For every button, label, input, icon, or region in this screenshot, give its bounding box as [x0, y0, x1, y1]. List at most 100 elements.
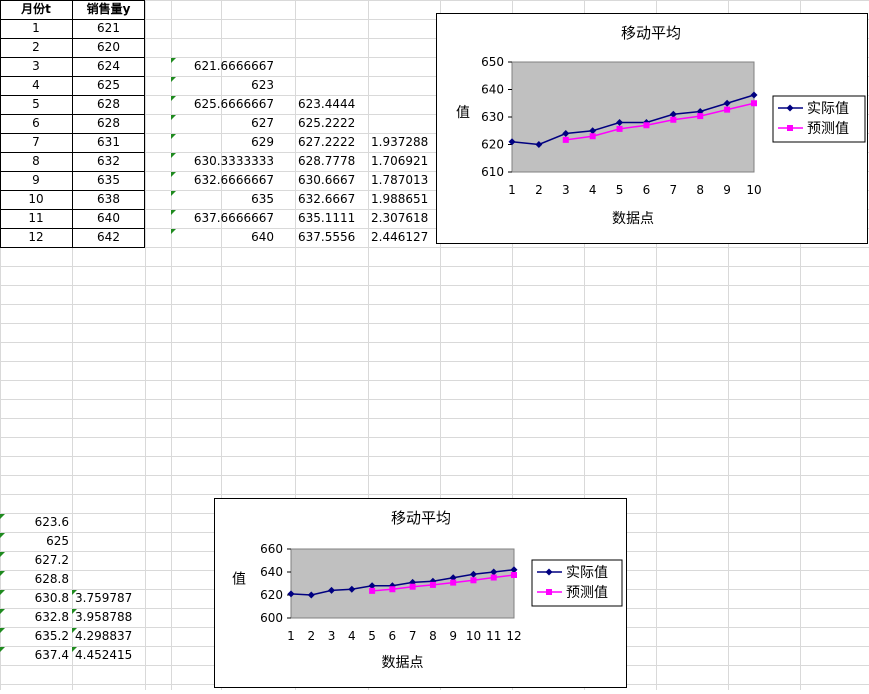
- plot-area: [511, 61, 755, 173]
- cell-moving-avg-5[interactable]: 625: [46, 534, 69, 548]
- legend-marker-forecast: [787, 125, 793, 131]
- cell-sales[interactable]: 642: [97, 230, 120, 244]
- cell-month[interactable]: 5: [32, 97, 40, 111]
- moving-average-chart-bottom[interactable]: 移动平均 600 620 640 660 1 2 3 4 5 6 7 8 9 10 11 12 数据点值实际值 预测…: [214, 498, 627, 688]
- data-point-actual: [307, 591, 315, 599]
- error-indicator-icon: [171, 58, 176, 63]
- cell-moving-avg-3[interactable]: 637.6666667: [193, 211, 274, 225]
- cell-moving-avg-5[interactable]: 627.2: [34, 553, 69, 567]
- x-tick-label: 1: [287, 629, 295, 643]
- x-tick-label: 12: [506, 629, 521, 643]
- cell-moving-avg-5[interactable]: 637.4: [34, 648, 69, 662]
- cell-month[interactable]: 8: [32, 154, 40, 168]
- cell-month[interactable]: 3: [32, 59, 40, 73]
- cell-moving-avg-3[interactable]: 629: [251, 135, 274, 149]
- cell-std-error[interactable]: 2.307618: [371, 211, 429, 225]
- x-tick-label: 8: [696, 183, 704, 197]
- error-indicator-icon: [171, 153, 176, 158]
- cell-month[interactable]: 7: [32, 135, 40, 149]
- cell-sales[interactable]: 624: [97, 59, 120, 73]
- x-tick-label: 10: [466, 629, 481, 643]
- cell-moving-avg-3[interactable]: 630.3333333: [193, 154, 274, 168]
- cell-moving-avg-5[interactable]: 628.8: [34, 572, 69, 586]
- cell-sales[interactable]: 625: [97, 78, 120, 92]
- cell-std-error-5[interactable]: 3.958788: [75, 610, 133, 624]
- cell-moving-avg-3[interactable]: 640: [251, 230, 274, 244]
- cell-moving-avg-5[interactable]: 630.8: [34, 591, 69, 605]
- data-point-actual: [287, 590, 295, 598]
- x-tick-label: 9: [449, 629, 457, 643]
- error-indicator-icon: [171, 210, 176, 215]
- x-tick-label: 2: [535, 183, 543, 197]
- cell-month[interactable]: 11: [28, 211, 44, 225]
- cell-moving-avg-3[interactable]: 635: [251, 192, 274, 206]
- error-indicator-icon: [72, 628, 77, 633]
- error-indicator-icon: [72, 590, 77, 595]
- error-indicator-icon: [0, 628, 5, 633]
- cell-moving-avg-double[interactable]: 637.5556: [298, 230, 356, 244]
- cell-moving-avg-3[interactable]: 625.6666667: [193, 97, 274, 111]
- cell-moving-avg-double[interactable]: 628.7778: [298, 154, 356, 168]
- error-indicator-icon: [0, 590, 5, 595]
- cell-sales[interactable]: 635: [97, 173, 120, 187]
- cell-sales[interactable]: 628: [97, 116, 120, 130]
- cell-std-error[interactable]: 1.937288: [371, 135, 429, 149]
- cell-sales[interactable]: 638: [97, 192, 120, 206]
- cell-month[interactable]: 2: [32, 40, 40, 54]
- cell-moving-avg-5[interactable]: 623.6: [34, 515, 69, 529]
- cell-moving-avg-double[interactable]: 632.6667: [298, 192, 356, 206]
- cell-moving-avg-3[interactable]: 632.6666667: [193, 173, 274, 187]
- cell-moving-avg-double[interactable]: 625.2222: [298, 116, 356, 130]
- header-sales[interactable]: 销售量y: [86, 2, 131, 16]
- header-month[interactable]: 月份t: [21, 2, 51, 16]
- cell-month[interactable]: 12: [28, 230, 44, 244]
- cell-moving-avg-3[interactable]: 623: [251, 78, 274, 92]
- cell-moving-avg-3[interactable]: 621.6666667: [193, 59, 274, 73]
- cell-sales[interactable]: 640: [97, 211, 120, 225]
- cell-moving-avg-double[interactable]: 630.6667: [298, 173, 356, 187]
- cell-std-error-5[interactable]: 4.452415: [75, 648, 133, 662]
- data-point-actual: [490, 568, 498, 576]
- data-point-actual: [508, 138, 516, 146]
- data-point-actual: [328, 586, 336, 594]
- data-point-forecast: [643, 122, 650, 129]
- cell-month[interactable]: 4: [32, 78, 40, 92]
- cell-sales[interactable]: 631: [97, 135, 120, 149]
- cell-moving-avg-5[interactable]: 635.2: [34, 629, 69, 643]
- x-tick-label: 6: [643, 183, 651, 197]
- y-tick-label: 620: [260, 588, 283, 602]
- cell-std-error[interactable]: 1.988651: [371, 192, 429, 206]
- cell-sales[interactable]: 628: [97, 97, 120, 111]
- cell-month[interactable]: 6: [32, 116, 40, 130]
- x-tick-label: 11: [486, 629, 501, 643]
- cell-std-error[interactable]: 1.787013: [371, 173, 429, 187]
- moving-average-chart-top[interactable]: 移动平均 610 620 630 640 650 1 2 3 4 5 6 7 8 9 10 数据点 值 实际值 预测值: [436, 13, 868, 244]
- error-indicator-icon: [171, 96, 176, 101]
- cell-moving-avg-double[interactable]: 627.2222: [298, 135, 356, 149]
- cell-month[interactable]: 10: [28, 192, 44, 206]
- error-indicator-icon: [171, 191, 176, 196]
- cell-sales[interactable]: 621: [97, 21, 120, 35]
- legend-marker-forecast: [546, 589, 552, 595]
- data-point-forecast: [389, 586, 396, 593]
- y-tick-label: 630: [481, 110, 504, 124]
- data-point-forecast: [751, 100, 757, 107]
- data-point-forecast: [670, 116, 677, 123]
- cell-month[interactable]: 9: [32, 173, 40, 187]
- cell-moving-avg-double[interactable]: 635.1111: [298, 211, 356, 225]
- cell-std-error-5[interactable]: 3.759787: [75, 591, 133, 605]
- cell-month[interactable]: 1: [32, 21, 40, 35]
- data-point-actual: [348, 585, 356, 593]
- cell-moving-avg-3[interactable]: 627: [251, 116, 274, 130]
- cell-std-error[interactable]: 1.706921: [371, 154, 429, 168]
- cell-std-error-5[interactable]: 4.298837: [75, 629, 133, 643]
- cell-sales[interactable]: 632: [97, 154, 120, 168]
- cell-moving-avg-double[interactable]: 623.4444: [298, 97, 356, 111]
- x-tick-label: 9: [723, 183, 731, 197]
- cell-moving-avg-5[interactable]: 632.8: [34, 610, 69, 624]
- cell-sales[interactable]: 620: [97, 40, 120, 54]
- cell-std-error[interactable]: 2.446127: [371, 230, 429, 244]
- legend-label: 实际值: [566, 565, 608, 581]
